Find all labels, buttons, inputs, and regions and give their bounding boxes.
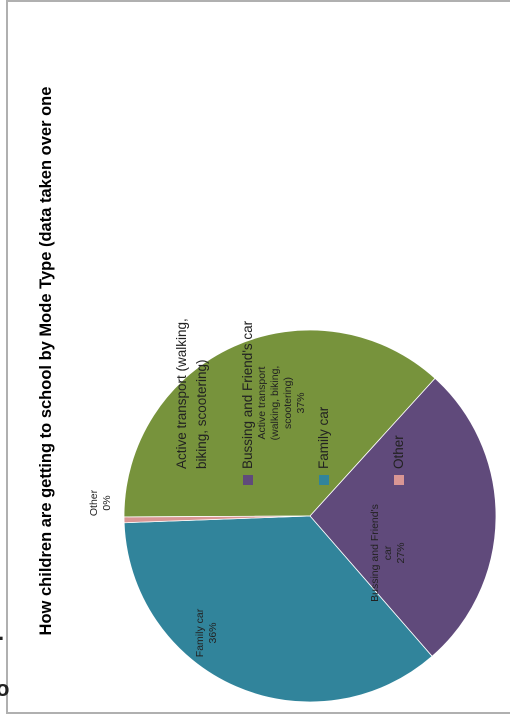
pie-slice-active [123, 329, 436, 518]
legend-label-3: Family car [316, 406, 331, 469]
chart-title: How children are getting to school by Mo… [37, 87, 55, 636]
slice-label-bussing: Bussing and Friend'scar27% [369, 504, 407, 602]
slice-label-other: Other0% [88, 489, 113, 516]
legend-label-2: Bussing and Friend's car [240, 320, 255, 469]
cropped-glyph-bottom: o [0, 676, 10, 701]
legend-label-1: Active transport (walking, biking, scoote… [174, 318, 209, 469]
legend: Active transport (walking, biking, scoote… [174, 318, 406, 485]
slice-label-active: Active transport(walking, biking,scooter… [256, 366, 307, 441]
legend-swatch-4 [394, 475, 404, 485]
pie-slice-other [123, 515, 311, 524]
page-border-bottom [6, 712, 510, 714]
legend-swatch-1 [177, 475, 187, 485]
pie-slice-labels: Active transport(walking, biking,scooter… [88, 366, 407, 658]
legend-swatch-2 [243, 475, 253, 485]
cropped-glyph-mid: . [0, 620, 4, 646]
page-border-left [6, 0, 8, 714]
pie-slices [123, 329, 497, 703]
slice-label-family: Family car36% [194, 608, 219, 657]
page-border-top [6, 0, 510, 2]
legend-label-4: Other [391, 435, 406, 469]
pie-slice-family [123, 515, 433, 703]
legend-swatch-3 [319, 475, 329, 485]
pie-slice-bussing [309, 377, 497, 657]
